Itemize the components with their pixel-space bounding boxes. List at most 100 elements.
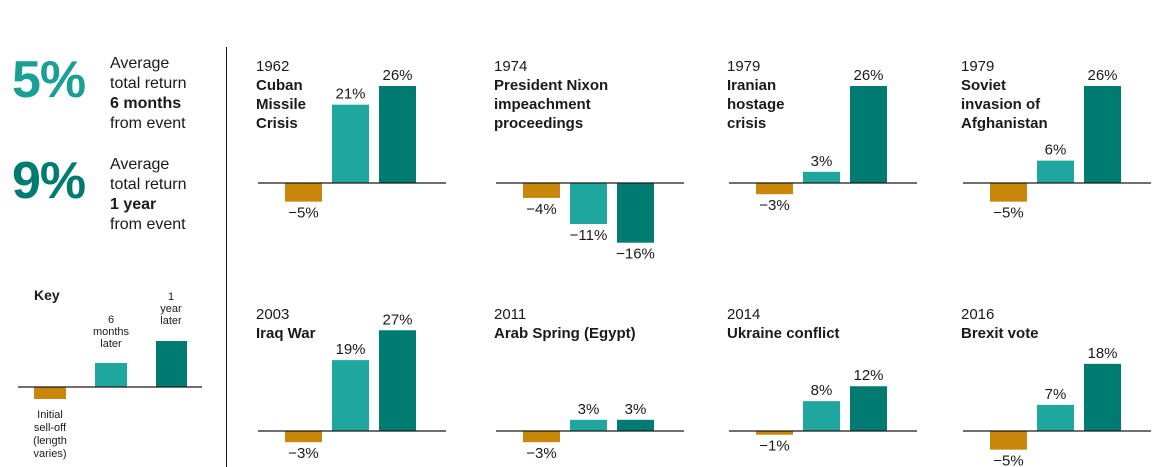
data-label: −3% <box>759 197 789 214</box>
stat-1-year-line4: from event <box>110 216 186 233</box>
data-label: −5% <box>993 453 1023 467</box>
key-6m-label-line: months <box>93 326 130 338</box>
key-initial-label-line: sell-off <box>34 422 67 434</box>
data-label: 3% <box>811 153 833 170</box>
panel-event-title: Arab Spring (Egypt) <box>494 325 636 342</box>
bar-initial <box>990 183 1027 202</box>
bar-1-year <box>850 86 887 183</box>
stat-1-year-line2: total return <box>110 176 187 193</box>
key-6m-label-line: 6 <box>108 314 114 326</box>
stat-6-months-line1: Average <box>110 55 170 72</box>
bar-initial <box>756 183 793 195</box>
stat-1-year-value: 9% <box>12 152 86 210</box>
bar-6-months <box>570 419 607 431</box>
data-label: 18% <box>1087 345 1117 362</box>
key-title: Key <box>34 287 60 303</box>
stat-6-months-value: 5% <box>12 51 86 109</box>
bar-6-months <box>803 401 840 431</box>
panel-year: 2011 <box>494 306 527 323</box>
bar-1-year <box>379 86 416 183</box>
bar-6-months <box>1037 404 1074 431</box>
stat-1-year: 9% Average total return 1 year from even… <box>12 155 186 235</box>
panel-event-title: Brexit vote <box>961 325 1039 342</box>
bar-initial <box>756 431 793 435</box>
bar-1-year <box>1084 363 1121 431</box>
panel-1-chart: −4% −11% −16% <box>496 182 684 263</box>
bar-1-year <box>617 183 654 243</box>
panel-5-caption: 2011 Arab Spring (Egypt) <box>494 305 636 343</box>
stat-6-months-desc: Average total return 6 months from event <box>110 54 186 134</box>
panel-event-title: President Nixon impeachment proceedings <box>494 77 609 132</box>
bar-6-months <box>803 171 840 183</box>
panel-event-title: Soviet invasion of Afghanistan <box>961 77 1048 132</box>
key-6m-label-line: later <box>100 338 122 350</box>
key-bar-6m <box>95 363 127 387</box>
key-initial-label-line: varies) <box>33 448 66 460</box>
panel-6-caption: 2014 Ukraine conflict <box>727 305 840 343</box>
data-label: −4% <box>526 201 556 218</box>
bar-6-months <box>332 360 369 431</box>
panel-3-chart: −5% 6% 26% <box>963 67 1151 222</box>
panel-4-caption: 2003 Iraq War <box>256 305 315 343</box>
panel-4-chart: −3% 19% 27% <box>258 311 446 462</box>
stat-1-year-line3: 1 year <box>110 196 157 213</box>
data-label: 12% <box>853 367 883 384</box>
key-bar-initial <box>34 387 66 399</box>
bar-6-months <box>1037 160 1074 183</box>
data-label: 3% <box>578 401 600 418</box>
key-1y-label-line: year <box>160 303 182 315</box>
stat-6-months-line2: total return <box>110 75 187 92</box>
panel-2-chart: −3% 3% 26% <box>729 67 917 214</box>
data-label: −16% <box>616 246 655 263</box>
data-label: 27% <box>382 311 412 328</box>
stat-6-months-line3: 6 months <box>110 95 182 112</box>
bar-initial <box>523 183 560 198</box>
stat-6-months-line4: from event <box>110 115 186 132</box>
bar-initial <box>285 183 322 202</box>
panel-year: 1974 <box>494 58 528 75</box>
panel-0-chart: −5% 21% 26% <box>258 67 446 222</box>
stat-6-months: 5% Average total return 6 months from ev… <box>12 54 186 134</box>
data-label: 26% <box>853 67 883 84</box>
panel-year: 2003 <box>256 306 290 323</box>
bar-initial <box>990 431 1027 450</box>
data-label: 21% <box>335 86 365 103</box>
key-initial-label-line: Initial <box>37 409 63 421</box>
data-label: −3% <box>288 445 318 462</box>
panel-7-chart: −5% 7% 18% <box>963 345 1151 467</box>
panel-year: 1962 <box>256 58 290 75</box>
key-1y-label-line: 1 <box>168 291 174 303</box>
data-label: 26% <box>382 67 412 84</box>
bar-1-year <box>850 386 887 431</box>
panel-year: 1979 <box>961 58 995 75</box>
panel-7-caption: 2016 Brexit vote <box>961 305 1039 343</box>
panel-event-title: Iraq War <box>256 325 316 342</box>
bar-initial <box>523 431 560 443</box>
bar-1-year <box>1084 86 1121 183</box>
data-label: 8% <box>811 382 833 399</box>
data-label: 19% <box>335 341 365 358</box>
data-label: 26% <box>1087 67 1117 84</box>
panel-year: 2016 <box>961 306 995 323</box>
section-divider <box>226 47 227 467</box>
panel-year: 1979 <box>727 58 761 75</box>
panel-3-caption: 1979 Soviet invasion of Afghanistan <box>961 57 1048 133</box>
panel-year: 2014 <box>727 306 761 323</box>
panel-0-caption: 1962 Cuban Missile Crisis <box>256 57 306 133</box>
data-label: −5% <box>993 205 1023 222</box>
panel-2-caption: 1979 Iranian hostage crisis <box>727 57 785 133</box>
stat-1-year-line1: Average <box>110 156 170 173</box>
bar-6-months <box>570 183 607 225</box>
panel-event-title: Iranian hostage crisis <box>727 77 785 132</box>
data-label: −1% <box>759 438 789 455</box>
data-label: −11% <box>570 227 608 244</box>
data-label: −5% <box>288 205 318 222</box>
stat-1-year-desc: Average total return 1 year from event <box>110 155 186 235</box>
panel-event-title: Cuban Missile Crisis <box>256 77 307 132</box>
panel-6-chart: −1% 8% 12% <box>729 367 917 455</box>
data-label: 3% <box>625 401 647 418</box>
key-initial-label-line: (length <box>33 435 67 447</box>
